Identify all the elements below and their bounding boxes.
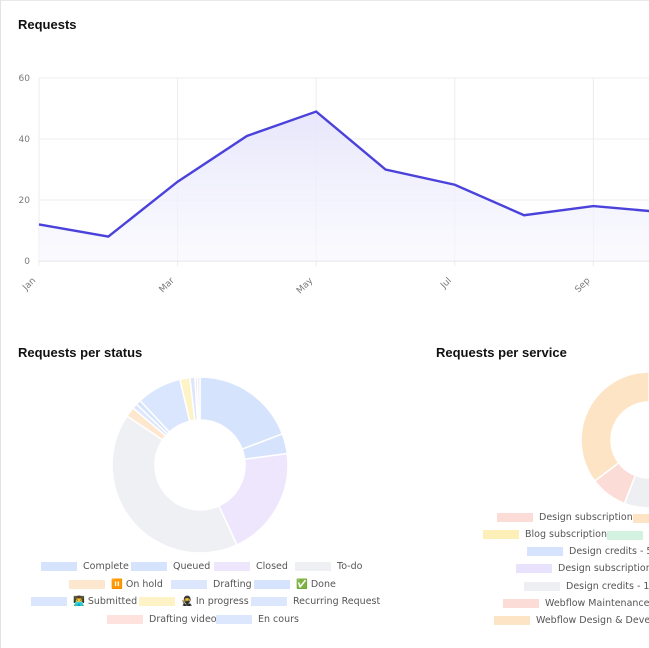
legend-item[interactable]: Webflow Design & Develop: [494, 615, 649, 626]
legend-swatch: [251, 597, 287, 606]
service-donut-chart: [580, 371, 649, 509]
legend-item[interactable]: Blog subscription: [483, 529, 607, 540]
legend-label: Queued: [173, 561, 211, 572]
area-fill: [39, 111, 649, 261]
legend-item[interactable]: Recurring Request: [251, 596, 380, 607]
legend-item[interactable]: Drafting video: [107, 614, 217, 625]
legend-item[interactable]: Design subscription -: [516, 563, 649, 574]
legend-label: Design credits - 100: [566, 581, 649, 592]
requests-title: Requests: [18, 17, 77, 32]
legend-label: Complete: [83, 561, 129, 572]
legend-swatch: [131, 562, 167, 571]
legend-item[interactable]: Complete: [41, 561, 129, 572]
legend-swatch: [107, 615, 143, 624]
legend-label: Drafting: [213, 579, 252, 590]
donut-slice[interactable]: [580, 371, 649, 483]
requests-line-chart: 0 20 40 60 Jan Mar May Jul Sep: [19, 74, 649, 297]
legend-swatch: [524, 582, 560, 591]
legend-swatch: [69, 580, 105, 589]
legend-swatch: [516, 564, 552, 573]
legend-label: Drafting video: [149, 614, 217, 625]
legend-swatch: [41, 562, 77, 571]
x-tick-label: Sep: [573, 276, 592, 295]
legend-swatch: [527, 547, 563, 556]
top-border: [0, 0, 649, 1]
legend-swatch: [254, 580, 290, 589]
y-tick-label: 40: [19, 135, 31, 145]
x-tick-label: Jan: [21, 276, 39, 294]
status-donut-chart: [111, 376, 289, 554]
legend-label: Design subscription: [539, 512, 633, 523]
legend-label: Design subscription -: [558, 563, 649, 574]
legend-item[interactable]: Drafting: [171, 579, 252, 590]
legend-swatch: [494, 616, 530, 625]
legend-swatch: [497, 513, 533, 522]
legend-label: 🥷 In progress: [181, 596, 249, 607]
legend-swatch: [214, 562, 250, 571]
legend-item[interactable]: 👨‍💻 Submitted: [31, 596, 137, 607]
y-tick-label: 20: [19, 196, 31, 206]
donut-slice[interactable]: [111, 414, 238, 554]
legend-label: Recurring Request: [293, 596, 381, 607]
legend-item[interactable]: Design credits - 100: [524, 581, 649, 592]
series-line: [38, 110, 649, 238]
legend-label: ✅ Done: [296, 579, 336, 590]
service-title: Requests per service: [436, 345, 567, 360]
status-title: Requests per status: [18, 345, 143, 360]
y-tick-label: 0: [24, 257, 30, 267]
legend-label: Webflow Design & Develop: [536, 615, 649, 626]
x-tick-label: May: [295, 276, 316, 297]
legend-item[interactable]: Queued: [131, 561, 210, 572]
legend-label: Design credits - 50: [569, 546, 649, 557]
legend-item[interactable]: Design subscription: [497, 512, 633, 523]
x-tick-label: Jul: [438, 276, 453, 291]
legend-item[interactable]: ⏸️ On hold: [69, 579, 163, 590]
legend-swatch: [139, 597, 175, 606]
legend-label: En cours: [258, 614, 299, 625]
legend-item[interactable]: Design credits - 50: [527, 546, 649, 557]
legend-label: Blog subscription: [525, 529, 607, 540]
legend-item[interactable]: 🥷 In progress: [139, 596, 249, 607]
legend-item[interactable]: En cours: [216, 614, 299, 625]
legend-label: To-do: [337, 561, 363, 572]
legend-swatch: [216, 615, 252, 624]
legend-item[interactable]: Webflow Maintenance Pl: [503, 598, 649, 609]
donut-slice[interactable]: [196, 376, 201, 421]
left-border: [0, 0, 1, 648]
legend-swatch: [633, 514, 649, 523]
legend-label: Webflow Maintenance Pl: [545, 598, 649, 609]
legend-swatch: [31, 597, 67, 606]
x-tick-label: Mar: [158, 276, 177, 295]
legend-swatch: [607, 531, 643, 540]
legend-swatch: [483, 530, 519, 539]
legend-swatch: [503, 599, 539, 608]
legend-swatch: [171, 580, 207, 589]
legend-label: Closed: [256, 561, 288, 572]
legend-item[interactable]: To-do: [295, 561, 362, 572]
legend-swatch: [295, 562, 331, 571]
legend-item[interactable]: Closed: [214, 561, 288, 572]
legend-item[interactable]: ✅ Done: [254, 579, 336, 590]
y-tick-label: 60: [19, 74, 31, 84]
legend-label: ⏸️ On hold: [111, 579, 163, 590]
legend-label: 👨‍💻 Submitted: [73, 596, 138, 607]
